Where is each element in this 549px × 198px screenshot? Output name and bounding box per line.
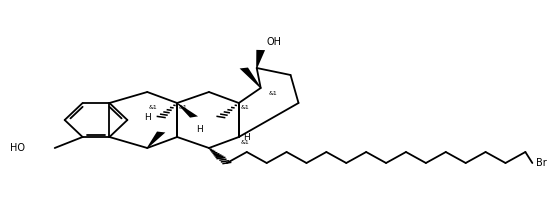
Text: &1: &1 [179, 105, 188, 109]
Polygon shape [256, 50, 265, 68]
Text: Br: Br [536, 158, 547, 168]
Text: OH: OH [267, 37, 282, 47]
Text: H: H [243, 132, 250, 142]
Text: &1: &1 [240, 105, 249, 109]
Polygon shape [177, 103, 198, 118]
Text: &1: &1 [268, 90, 277, 95]
Text: H: H [144, 113, 150, 123]
Text: HO: HO [10, 143, 25, 153]
Text: &1: &1 [149, 105, 158, 109]
Polygon shape [239, 68, 261, 88]
Text: H: H [195, 126, 203, 134]
Text: &1: &1 [240, 140, 249, 145]
Polygon shape [147, 131, 165, 148]
